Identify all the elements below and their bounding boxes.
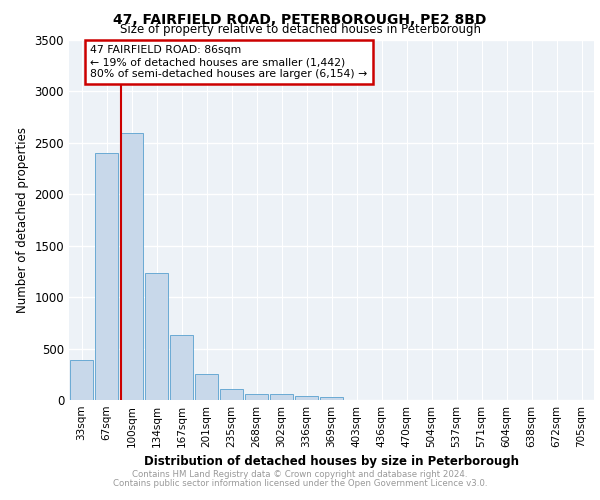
Bar	[195, 374, 218, 400]
Bar	[295, 396, 318, 400]
Y-axis label: Number of detached properties: Number of detached properties	[16, 127, 29, 313]
Bar	[170, 335, 193, 400]
Bar	[245, 394, 268, 400]
Text: 47 FAIRFIELD ROAD: 86sqm
← 19% of detached houses are smaller (1,442)
80% of sem: 47 FAIRFIELD ROAD: 86sqm ← 19% of detach…	[90, 46, 367, 78]
Text: Contains public sector information licensed under the Open Government Licence v3: Contains public sector information licen…	[113, 478, 487, 488]
Text: Size of property relative to detached houses in Peterborough: Size of property relative to detached ho…	[119, 22, 481, 36]
Bar	[70, 360, 93, 400]
Bar	[320, 398, 343, 400]
Bar	[145, 274, 168, 400]
Bar	[95, 153, 118, 400]
Text: 47, FAIRFIELD ROAD, PETERBOROUGH, PE2 8BD: 47, FAIRFIELD ROAD, PETERBOROUGH, PE2 8B…	[113, 12, 487, 26]
Bar	[220, 388, 243, 400]
X-axis label: Distribution of detached houses by size in Peterborough: Distribution of detached houses by size …	[144, 456, 519, 468]
Bar	[270, 394, 293, 400]
Text: Contains HM Land Registry data © Crown copyright and database right 2024.: Contains HM Land Registry data © Crown c…	[132, 470, 468, 479]
Bar	[120, 132, 143, 400]
